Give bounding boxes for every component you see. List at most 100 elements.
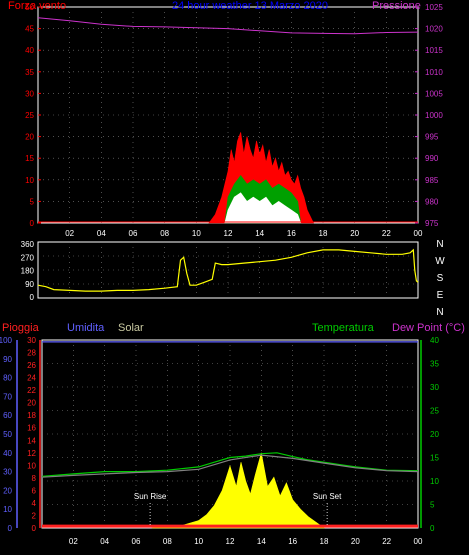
temp-panel: Sun Rise Sun Set 010203040506070809010002… (0, 322, 465, 546)
x-tick-label: 18 (320, 537, 329, 546)
x-tick-label: 02 (69, 537, 78, 546)
compass-label: N (436, 307, 443, 318)
dewpoint-line (41, 454, 419, 478)
x-tick-label: 16 (287, 229, 296, 238)
pressure-axis-label: Pressione (372, 0, 421, 12)
pressure-tick-label: 995 (425, 133, 439, 142)
rain-tick-label: 12 (27, 449, 36, 458)
x-tick-label: 04 (97, 229, 106, 238)
temperature-tick-label: 20 (430, 430, 439, 439)
rain-tick-label: 4 (32, 499, 37, 508)
dewpoint-axis-label: Dew Point (°C) (392, 322, 465, 334)
temperature-axis-label: Temperatura (312, 322, 375, 334)
pressure-tick-label: 1010 (425, 68, 443, 77)
temperature-tick-label: 0 (430, 524, 435, 533)
x-tick-label: 00 (414, 229, 423, 238)
wind_low-area (224, 192, 302, 224)
pressure-tick-label: 990 (425, 154, 439, 163)
x-tick-label: 22 (382, 537, 391, 546)
rain-tick-label: 28 (27, 349, 36, 358)
x-tick-label: 14 (255, 229, 264, 238)
wind-tick-label: 40 (25, 46, 34, 55)
pressure-tick-label: 1005 (425, 89, 443, 98)
x-tick-label: 04 (100, 537, 109, 546)
solar-area (151, 452, 325, 529)
compass-label: W (435, 256, 445, 267)
humidity-tick-label: 40 (3, 449, 12, 458)
rain-tick-label: 8 (32, 474, 37, 483)
temperature-tick-label: 40 (430, 336, 439, 345)
pressure-tick-label: 975 (425, 219, 439, 228)
temperature-tick-label: 10 (430, 477, 439, 486)
wind-tick-label: 25 (25, 111, 34, 120)
temp-series: Sun Rise Sun Set (41, 341, 419, 529)
sun-annotation: Sun Set (313, 492, 342, 501)
humidity-tick-label: 60 (3, 411, 12, 420)
direction-tick-label: 90 (25, 280, 34, 289)
solar-axis-label: Solar (118, 322, 144, 334)
wind-pressure-panel: 0510152025303540455097598098599099510001… (8, 0, 443, 238)
direction-line (37, 248, 419, 292)
wind-tick-label: 10 (25, 176, 34, 185)
rain-tick-label: 0 (32, 524, 37, 533)
direction-tick-label: 360 (21, 240, 35, 249)
wind-tick-label: 45 (25, 25, 34, 34)
x-tick-label: 20 (351, 537, 360, 546)
temperature-tick-label: 15 (430, 454, 439, 463)
wind-pressure-ticks: 0510152025303540455097598098599099510001… (25, 3, 443, 238)
direction-tick-label: 180 (21, 267, 35, 276)
x-tick-label: 06 (129, 229, 138, 238)
rain-tick-label: 30 (27, 336, 36, 345)
pressure-tick-label: 1025 (425, 3, 443, 12)
pressure-tick-label: 1015 (425, 46, 443, 55)
x-tick-label: 12 (226, 537, 235, 546)
wind-tick-label: 50 (25, 3, 34, 12)
x-tick-label: 12 (224, 229, 233, 238)
x-tick-label: 08 (163, 537, 172, 546)
x-tick-label: 06 (132, 537, 141, 546)
pressure-line (37, 17, 419, 35)
humidity-tick-label: 80 (3, 374, 12, 383)
pressure-tick-label: 1020 (425, 25, 443, 34)
rain-tick-label: 2 (32, 511, 37, 520)
x-tick-label: 18 (319, 229, 328, 238)
humidity-tick-label: 100 (0, 336, 13, 345)
x-tick-label: 16 (288, 537, 297, 546)
x-tick-label: 08 (160, 229, 169, 238)
temperature-tick-label: 5 (430, 501, 435, 510)
wind-tick-label: 30 (25, 89, 34, 98)
rain-tick-label: 10 (27, 461, 36, 470)
temperature-tick-label: 30 (430, 383, 439, 392)
wind-axis-label: Forza vento (8, 0, 66, 12)
humidity-tick-label: 20 (3, 486, 12, 495)
direction-tick-label: 270 (21, 253, 35, 262)
temperature-tick-label: 35 (430, 360, 439, 369)
rain-axis-label: Pioggia (2, 322, 40, 334)
rain-tick-label: 16 (27, 424, 36, 433)
humidity-tick-label: 50 (3, 430, 12, 439)
compass-label: S (437, 273, 444, 284)
temperature-tick-label: 25 (430, 407, 439, 416)
rain-tick-label: 26 (27, 361, 36, 370)
wind-tick-label: 5 (30, 197, 35, 206)
compass-label: E (437, 290, 444, 301)
sun-annotation: Sun Rise (134, 492, 167, 501)
x-tick-label: 00 (414, 537, 423, 546)
chart-title: 24 hour weather 13 Marzo 2020 (172, 0, 328, 12)
pressure-tick-label: 985 (425, 176, 439, 185)
x-tick-label: 14 (257, 537, 266, 546)
rain-tick-label: 14 (27, 436, 36, 445)
rain-tick-label: 6 (32, 486, 37, 495)
rain-tick-label: 20 (27, 399, 36, 408)
x-tick-label: 20 (350, 229, 359, 238)
compass-label: N (436, 239, 443, 250)
direction-grid (38, 242, 418, 298)
humidity-tick-label: 30 (3, 468, 12, 477)
wind-tick-label: 35 (25, 68, 34, 77)
x-tick-label: 10 (192, 229, 201, 238)
wind-tick-label: 0 (30, 219, 35, 228)
humidity-tick-label: 0 (8, 524, 13, 533)
